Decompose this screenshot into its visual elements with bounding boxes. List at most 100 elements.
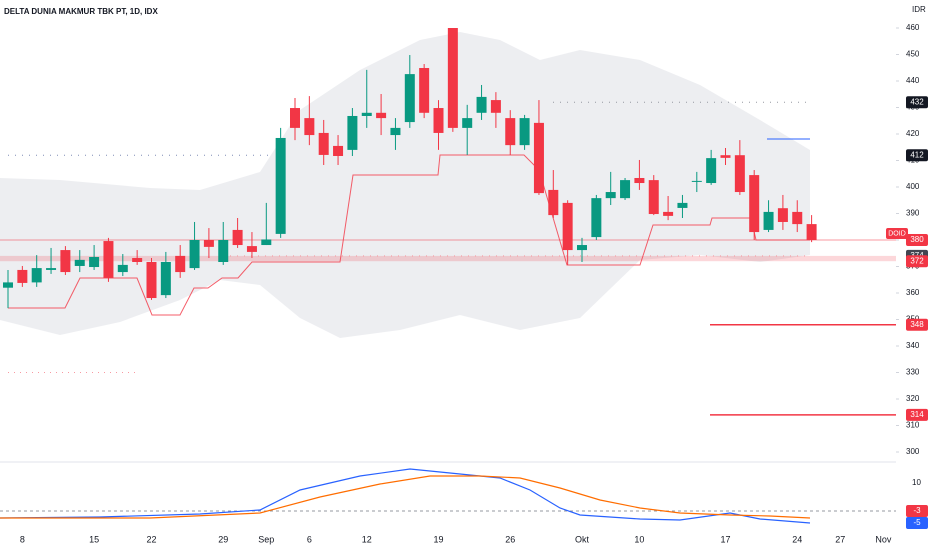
- trailing-line: [8, 154, 810, 316]
- candle-body: [160, 261, 171, 296]
- candle-body: [318, 132, 329, 155]
- candle-body: [490, 100, 501, 113]
- x-tick-label: 12: [362, 534, 372, 544]
- candle-body: [792, 211, 803, 225]
- candle-body: [548, 189, 559, 216]
- x-tick-label: Sep: [258, 534, 274, 544]
- candle-body: [620, 180, 631, 199]
- candle-body: [677, 202, 688, 208]
- candle-body: [304, 118, 315, 136]
- candle-body: [419, 68, 430, 113]
- candle-body: [347, 115, 358, 150]
- y-tick-label: 320: [906, 394, 920, 403]
- candle-body: [390, 127, 401, 136]
- candle-body: [3, 282, 13, 288]
- osc-orange: [0, 475, 811, 519]
- y-tick-label: 360: [906, 288, 920, 297]
- y-tick-label: 340: [906, 341, 920, 350]
- band: [0, 32, 810, 338]
- price-label-box: [906, 234, 928, 246]
- title: DELTA DUNIA MAKMUR TBK PT, 1D, IDX: [4, 7, 158, 16]
- price-label-box: [906, 408, 928, 421]
- x-tick-label: Nov: [875, 534, 892, 544]
- candle-body: [533, 122, 544, 194]
- osc-label-box: [906, 504, 928, 517]
- candle-body: [749, 175, 760, 233]
- candle-body: [404, 74, 415, 123]
- candle-body: [189, 240, 200, 269]
- candle-body: [462, 118, 473, 128]
- y-tick-label: 300: [906, 447, 920, 456]
- candle-body: [577, 245, 587, 251]
- candle-body: [203, 240, 214, 247]
- candle-body: [290, 108, 300, 128]
- candle-body: [476, 96, 487, 113]
- price-label: 412: [910, 150, 924, 159]
- candle-body: [361, 112, 372, 116]
- x-tick-label: 15: [89, 534, 99, 544]
- candle-body: [433, 108, 444, 133]
- candle-body: [806, 224, 817, 240]
- price-label: 372: [910, 256, 924, 265]
- candle-body: [634, 177, 645, 184]
- y-tick-label: 450: [906, 50, 920, 59]
- candle-body: [117, 264, 128, 273]
- symbol-box: [886, 228, 908, 239]
- osc-label: -5: [913, 518, 921, 527]
- price-label: 314: [910, 410, 924, 419]
- candle-body: [519, 118, 530, 146]
- candle-body: [17, 269, 28, 283]
- candle-body: [763, 211, 774, 230]
- candle-body: [218, 240, 229, 262]
- candle-body: [777, 208, 788, 222]
- x-tick-label: 8: [20, 534, 25, 544]
- candle-body: [562, 202, 573, 251]
- y-tick-label: 440: [906, 76, 920, 85]
- osc-label-box: [906, 516, 928, 529]
- x-tick-label: 29: [218, 534, 228, 544]
- x-tick-label: 26: [505, 534, 515, 544]
- y-tick-label: 390: [906, 209, 920, 218]
- candle-body: [333, 145, 344, 156]
- candle-body: [232, 229, 243, 246]
- osc-blue: [0, 468, 811, 524]
- x-tick-label: 6: [307, 534, 312, 544]
- candle-body: [146, 261, 157, 299]
- price-label-box: [906, 96, 928, 109]
- x-tick-label: Okt: [575, 534, 590, 544]
- candle-body: [275, 137, 286, 234]
- candle-body: [720, 155, 731, 158]
- candle-body: [132, 258, 143, 262]
- x-tick-label: 19: [433, 534, 443, 544]
- price-zone: [0, 255, 896, 262]
- candle-body: [89, 256, 100, 268]
- candle-body: [734, 155, 745, 193]
- x-tick-label: 22: [146, 534, 156, 544]
- y-tick-label: 400: [906, 182, 920, 191]
- candle-body: [376, 112, 387, 119]
- price-label-box: [906, 255, 928, 268]
- y-tick-label: 460: [906, 23, 920, 32]
- candle-body: [447, 28, 458, 128]
- x-tick-label: 24: [792, 534, 802, 544]
- candle-body: [505, 118, 516, 146]
- candle-body: [663, 211, 674, 216]
- candle-body: [46, 268, 57, 270]
- price-label: 380: [910, 235, 924, 244]
- y-tick-label: 330: [906, 368, 920, 377]
- osc-tick-label: 10: [912, 478, 921, 487]
- y-tick-label: 420: [906, 129, 920, 138]
- price-label: 348: [910, 320, 924, 329]
- candle-body: [103, 241, 114, 278]
- candle-body: [246, 246, 257, 252]
- candle-body: [175, 255, 186, 273]
- candle-body: [691, 180, 702, 182]
- candle-body: [591, 198, 602, 238]
- x-tick-label: 17: [720, 534, 730, 544]
- candle-body: [261, 239, 272, 246]
- osc-label: -3: [913, 506, 921, 515]
- price-label-box: [906, 149, 928, 162]
- candle-body: [706, 158, 717, 184]
- candle-body: [31, 268, 42, 283]
- symbol-label: DOID: [888, 230, 906, 237]
